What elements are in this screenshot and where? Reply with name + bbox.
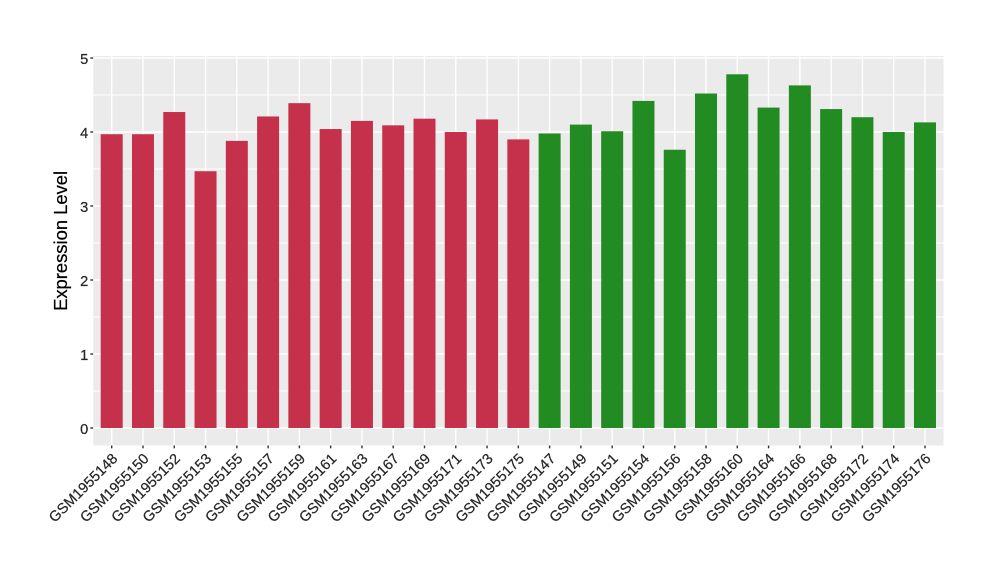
svg-text:2: 2 (80, 274, 88, 290)
svg-text:4: 4 (80, 126, 88, 142)
svg-text:Expression Level: Expression Level (50, 171, 71, 311)
svg-text:1: 1 (80, 348, 88, 364)
svg-text:0: 0 (80, 422, 88, 438)
svg-text:3: 3 (80, 200, 88, 216)
svg-text:5: 5 (80, 52, 88, 68)
